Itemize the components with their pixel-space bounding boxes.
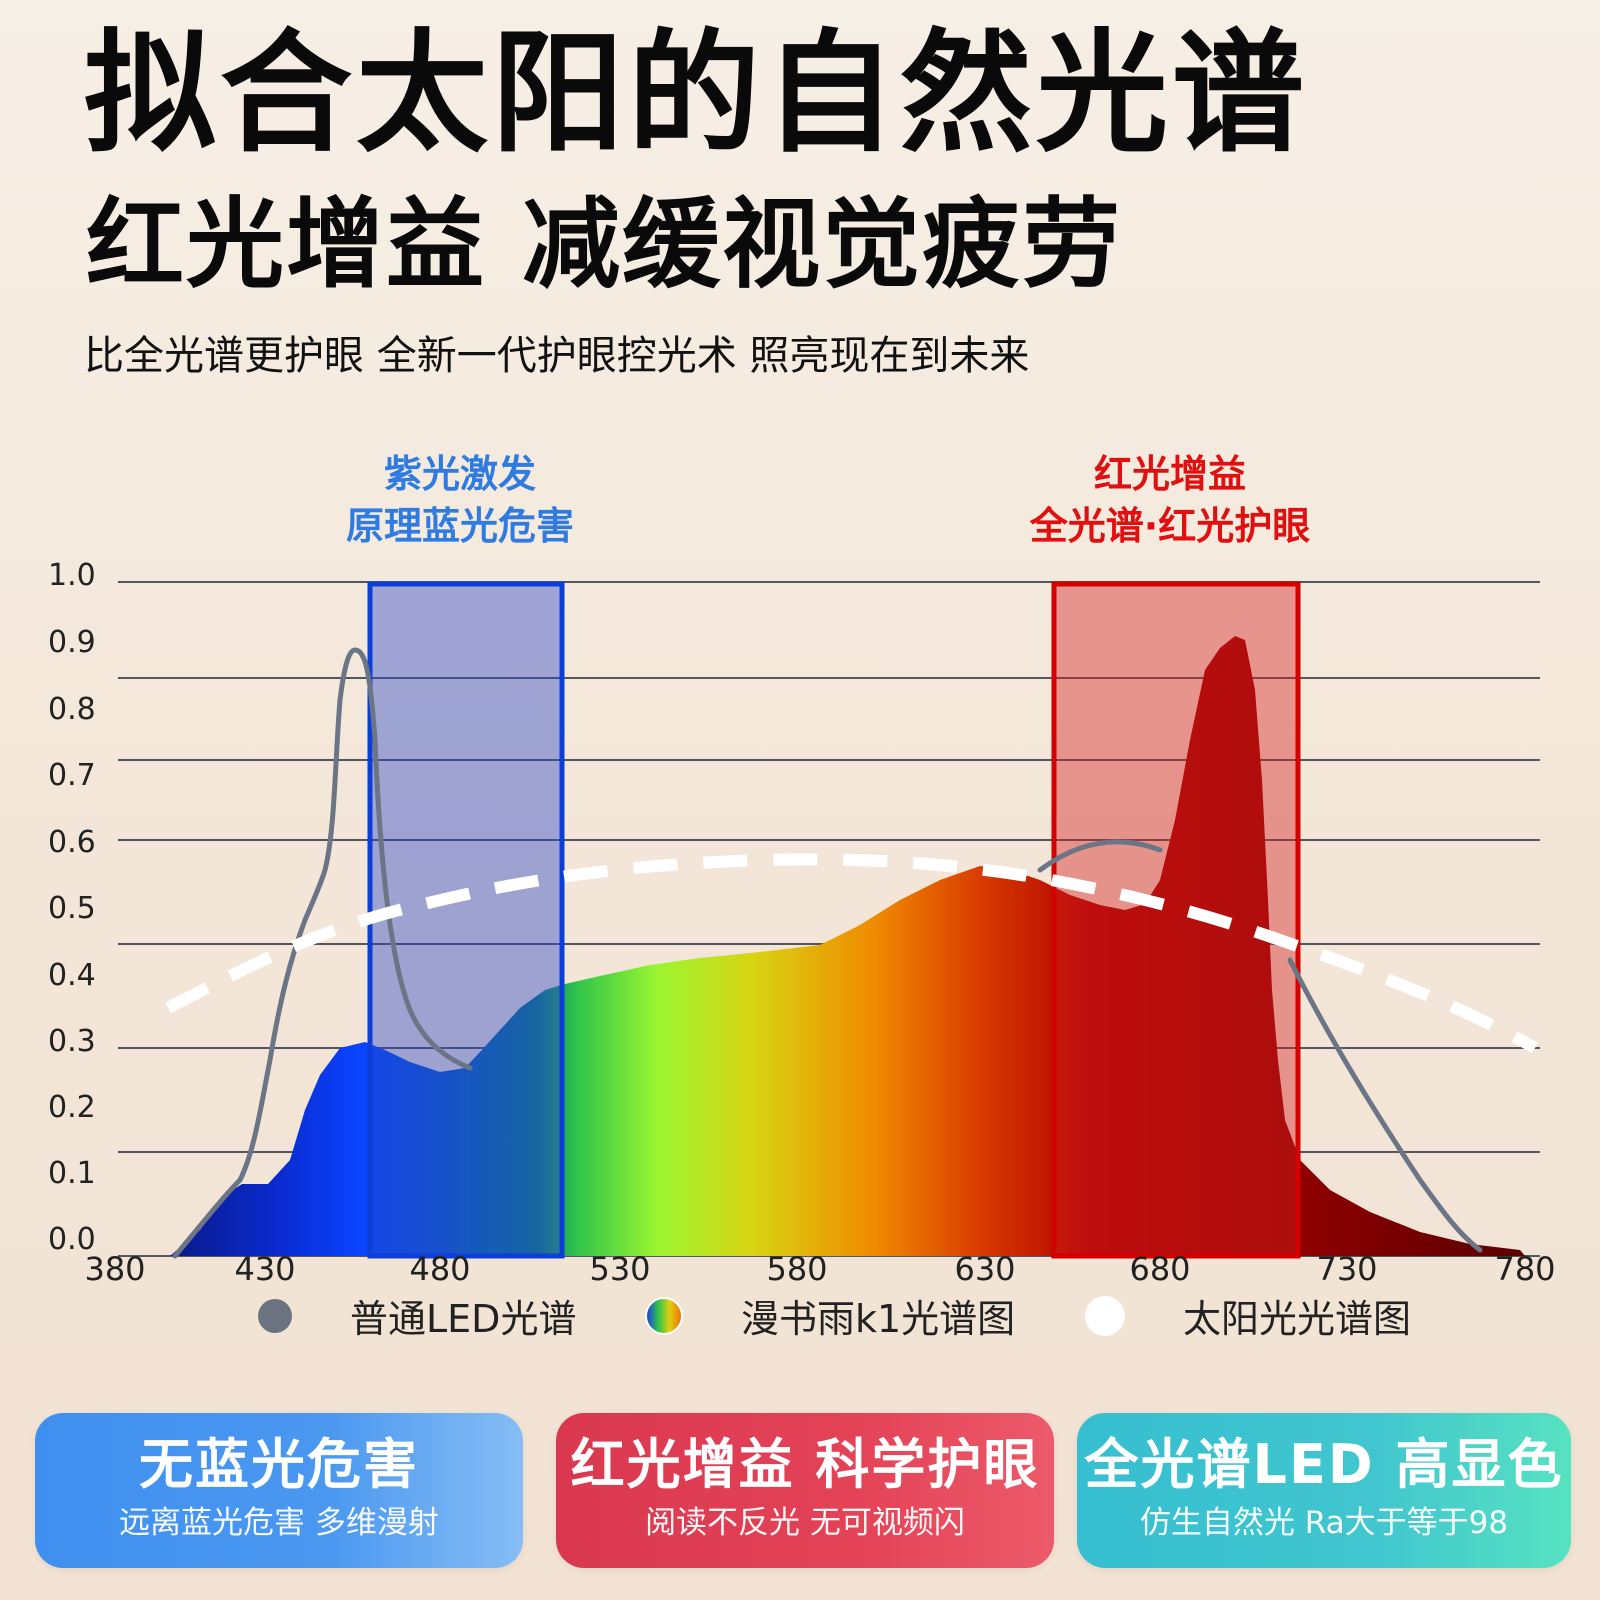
x-tick: 380 <box>84 1250 146 1288</box>
ordinary-led-line <box>172 647 1483 1259</box>
card-subtitle: 远离蓝光危害 多维漫射 <box>119 1505 439 1541</box>
red-band-annotation: 红光增益 全光谱·红光护眼 <box>990 448 1350 552</box>
rainbow-dot-icon <box>645 1296 683 1335</box>
y-tick: 0.0 <box>48 1222 96 1257</box>
chart-legend: 普通LED光谱 漫书雨k1光谱图 太阳光光谱图 <box>0 1288 1600 1348</box>
product-spectrum-area <box>170 636 1525 1256</box>
legend-label: 漫书雨k1光谱图 <box>741 1297 1016 1341</box>
y-tick: 0.6 <box>48 825 96 860</box>
red-annotation-line2: 全光谱·红光护眼 <box>1029 504 1311 548</box>
sunlight-dashed-line <box>165 853 1538 1054</box>
card-subtitle: 阅读不反光 无可视频闪 <box>645 1505 965 1541</box>
card-subtitle: 仿生自然光 Ra大于等于98 <box>1139 1505 1509 1541</box>
x-tick: 580 <box>766 1250 828 1288</box>
page-title: 拟合太阳的自然光谱 <box>84 17 1308 171</box>
spectrum-chart: 1.0 0.9 0.8 0.7 0.6 0.5 0.4 0.3 0.2 0.1 … <box>48 558 1556 1288</box>
y-tick: 0.5 <box>48 891 96 926</box>
red-highlight-band <box>1051 581 1301 1259</box>
card-title: 全光谱LED 高显色 <box>1084 1433 1564 1496</box>
y-tick: 0.4 <box>48 958 96 993</box>
feature-card-full-spectrum: 全光谱LED 高显色 仿生自然光 Ra大于等于98 <box>1077 1413 1571 1568</box>
feature-card-no-blue-light: 无蓝光危害 远离蓝光危害 多维漫射 <box>35 1413 523 1568</box>
blue-annotation-line2: 原理蓝光危害 <box>345 504 574 548</box>
y-tick: 0.1 <box>48 1156 96 1191</box>
legend-label: 太阳光光谱图 <box>1183 1297 1412 1341</box>
y-tick: 0.2 <box>48 1090 96 1125</box>
x-tick: 730 <box>1316 1250 1378 1288</box>
tagline: 比全光谱更护眼 全新一代护眼控光术 照亮现在到未来 <box>84 333 1030 379</box>
feature-card-red-light: 红光增益 科学护眼 阅读不反光 无可视频闪 <box>556 1413 1054 1568</box>
legend-item-ordinary-led: 普通LED光谱 <box>258 1288 576 1343</box>
y-tick: 0.3 <box>48 1024 96 1059</box>
x-tick: 530 <box>589 1250 651 1288</box>
gray-dot-icon <box>258 1298 292 1333</box>
legend-item-sunlight: 太阳光光谱图 <box>1085 1288 1411 1343</box>
red-annotation-line1: 红光增益 <box>1093 452 1246 496</box>
y-tick: 0.7 <box>48 758 96 793</box>
chart-plot-area <box>118 581 1540 1259</box>
blue-band-annotation: 紫光激发 原理蓝光危害 <box>320 448 600 552</box>
white-dot-icon <box>1085 1295 1125 1336</box>
blue-highlight-band <box>367 581 565 1259</box>
x-tick: 480 <box>409 1250 471 1288</box>
page-subtitle: 红光增益 减缓视觉疲劳 <box>86 188 1123 302</box>
x-tick: 630 <box>954 1250 1016 1288</box>
y-tick: 0.8 <box>48 692 96 727</box>
legend-label: 普通LED光谱 <box>350 1297 577 1341</box>
legend-item-product: 漫书雨k1光谱图 <box>645 1288 1015 1343</box>
y-tick: 0.9 <box>48 625 96 660</box>
x-tick: 430 <box>234 1250 296 1288</box>
card-title: 红光增益 科学护眼 <box>570 1433 1040 1496</box>
y-tick: 1.0 <box>48 558 96 593</box>
blue-annotation-line1: 紫光激发 <box>383 452 536 496</box>
card-title: 无蓝光危害 <box>139 1433 419 1496</box>
x-tick: 780 <box>1494 1250 1556 1288</box>
x-tick: 680 <box>1129 1250 1191 1288</box>
